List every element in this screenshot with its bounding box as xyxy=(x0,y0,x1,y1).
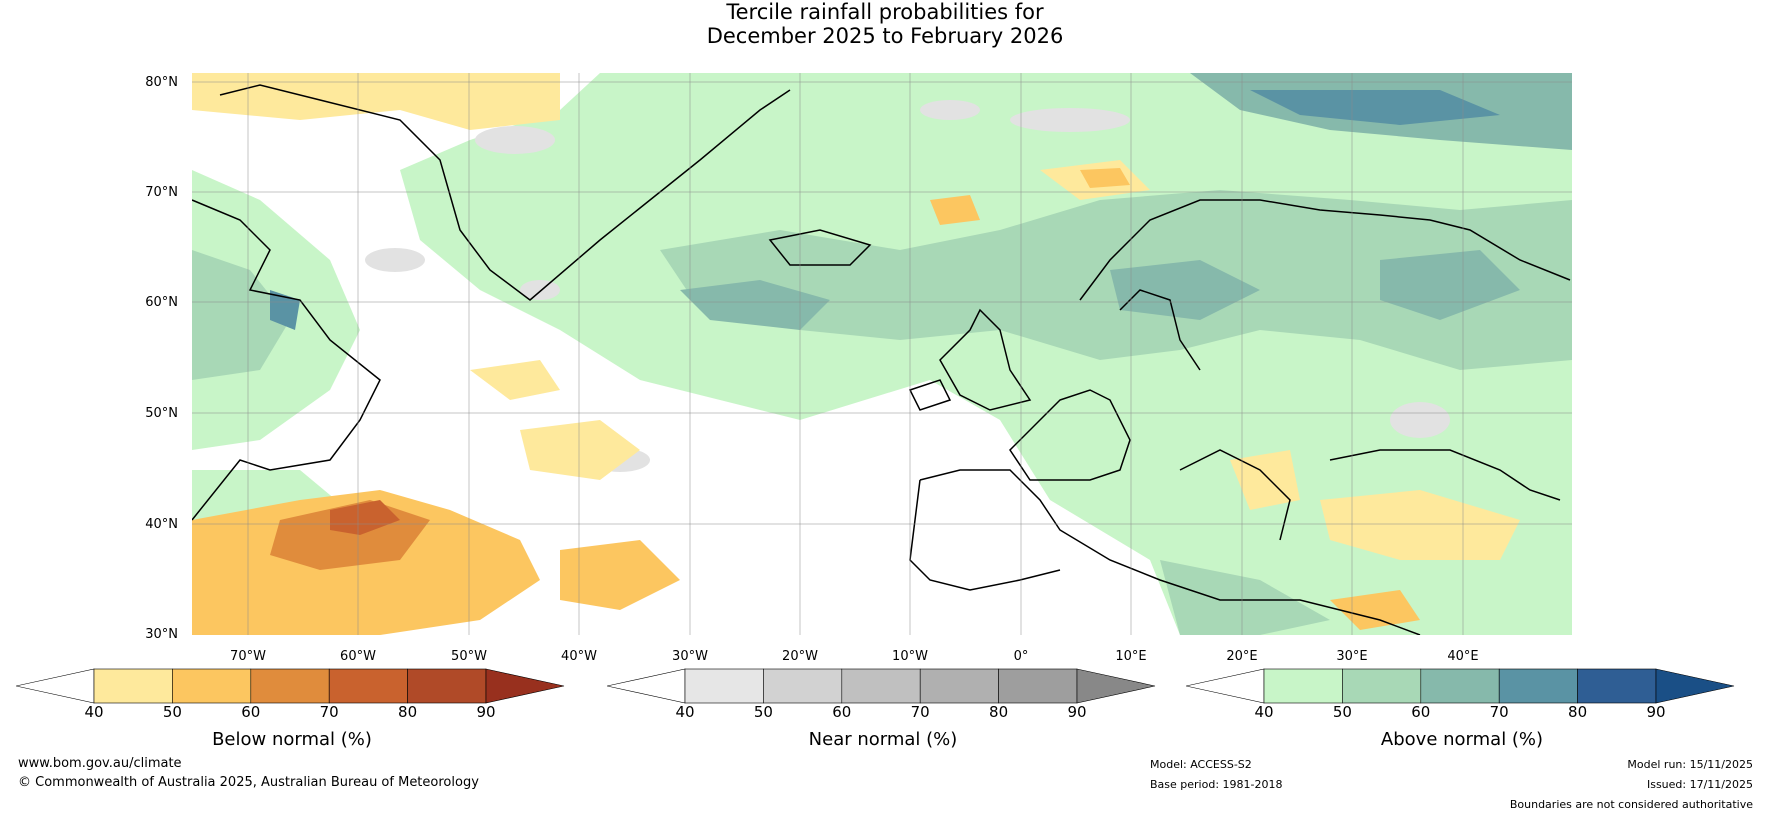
footer-model: Model: ACCESS-S2 xyxy=(1150,758,1252,771)
cb-above-tick-70: 70 xyxy=(1489,703,1509,721)
footer-url: www.bom.gov.au/climate xyxy=(18,756,182,771)
lon-label-30w: 30°W xyxy=(672,649,708,664)
lon-label-40w: 40°W xyxy=(561,649,597,664)
cb-below-tick-70: 70 xyxy=(319,703,339,721)
lon-label-60w: 60°W xyxy=(340,649,376,664)
colorbar-above-title: Above normal (%) xyxy=(1380,729,1544,750)
cb-below-tick-80: 80 xyxy=(398,703,418,721)
colorbar-above-normal xyxy=(1186,668,1735,704)
cb-above-arrow-high xyxy=(1655,668,1735,704)
cb-below-box-1 xyxy=(172,668,252,704)
cb-near-tick-50: 50 xyxy=(753,703,773,721)
lon-label-10e: 10°E xyxy=(1115,649,1147,664)
cb-above-box-4 xyxy=(1577,668,1657,704)
cb-near-tick-80: 80 xyxy=(989,703,1009,721)
lon-label-30e: 30°E xyxy=(1336,649,1368,664)
cb-below-arrow-low xyxy=(16,668,95,704)
footer-issued: Issued: 17/11/2025 xyxy=(1646,778,1753,791)
cb-near-box-1 xyxy=(763,668,843,704)
lon-label-20w: 20°W xyxy=(782,649,818,664)
cb-above-tick-40: 40 xyxy=(1254,703,1274,721)
cb-above-tick-80: 80 xyxy=(1568,703,1588,721)
cb-above-tick-60: 60 xyxy=(1411,703,1431,721)
cb-above-arrow-low xyxy=(1186,668,1265,704)
cb-below-tick-50: 50 xyxy=(162,703,182,721)
cb-above-box-3 xyxy=(1498,668,1578,704)
cb-near-tick-70: 70 xyxy=(910,703,930,721)
cb-near-box-3 xyxy=(919,668,999,704)
cb-below-arrow-high xyxy=(485,668,565,704)
lat-label-40n: 40°N xyxy=(145,517,178,532)
cb-below-box-3 xyxy=(328,668,408,704)
lat-label-50n: 50°N xyxy=(145,406,178,421)
footer-disclaimer: Boundaries are not considered authoritat… xyxy=(1509,798,1753,811)
cb-near-box-0 xyxy=(684,668,764,704)
cb-above-tick-50: 50 xyxy=(1332,703,1352,721)
footer-copyright: © Commonwealth of Australia 2025, Austra… xyxy=(18,775,479,790)
cb-above-box-2 xyxy=(1420,668,1500,704)
cb-near-arrow-low xyxy=(607,668,686,704)
lon-label-10w: 10°W xyxy=(892,649,928,664)
title-line-2: December 2025 to February 2026 xyxy=(706,24,1064,48)
colorbar-below-title: Below normal (%) xyxy=(212,729,372,750)
colorbar-below-normal xyxy=(16,668,565,704)
lat-label-60n: 60°N xyxy=(145,295,178,310)
cb-below-box-4 xyxy=(407,668,487,704)
footer-model-run: Model run: 15/11/2025 xyxy=(1627,758,1753,771)
cb-below-box-0 xyxy=(93,668,173,704)
lon-label-70w: 70°W xyxy=(230,649,266,664)
cb-above-tick-90: 90 xyxy=(1646,703,1666,721)
cb-near-tick-40: 40 xyxy=(675,703,695,721)
lon-label-40e: 40°E xyxy=(1447,649,1479,664)
lat-label-30n: 30°N xyxy=(145,627,178,642)
map-title: Tercile rainfall probabilities for Decem… xyxy=(0,0,1770,48)
footer-base-period: Base period: 1981-2018 xyxy=(1150,778,1283,791)
lat-label-70n: 70°N xyxy=(145,185,178,200)
cb-near-tick-90: 90 xyxy=(1067,703,1087,721)
title-line-1: Tercile rainfall probabilities for xyxy=(726,0,1044,24)
cb-below-tick-90: 90 xyxy=(476,703,496,721)
below-normal-regions xyxy=(192,73,1520,635)
cb-near-arrow-high xyxy=(1076,668,1156,704)
lon-label-0: 0° xyxy=(1013,649,1029,664)
cb-above-box-1 xyxy=(1342,668,1422,704)
cb-above-box-0 xyxy=(1263,668,1343,704)
cb-near-box-4 xyxy=(998,668,1078,704)
lon-label-20e: 20°E xyxy=(1226,649,1258,664)
cb-below-tick-40: 40 xyxy=(84,703,104,721)
colorbar-near-title: Near normal (%) xyxy=(808,729,958,750)
cb-near-box-2 xyxy=(841,668,921,704)
cb-below-tick-60: 60 xyxy=(241,703,261,721)
graticule xyxy=(192,73,1572,635)
lon-label-50w: 50°W xyxy=(451,649,487,664)
coastlines xyxy=(192,84,1571,635)
colorbar-near-normal xyxy=(607,668,1156,704)
lat-label-80n: 80°N xyxy=(145,75,178,90)
cb-near-tick-60: 60 xyxy=(832,703,852,721)
cb-below-box-2 xyxy=(250,668,330,704)
